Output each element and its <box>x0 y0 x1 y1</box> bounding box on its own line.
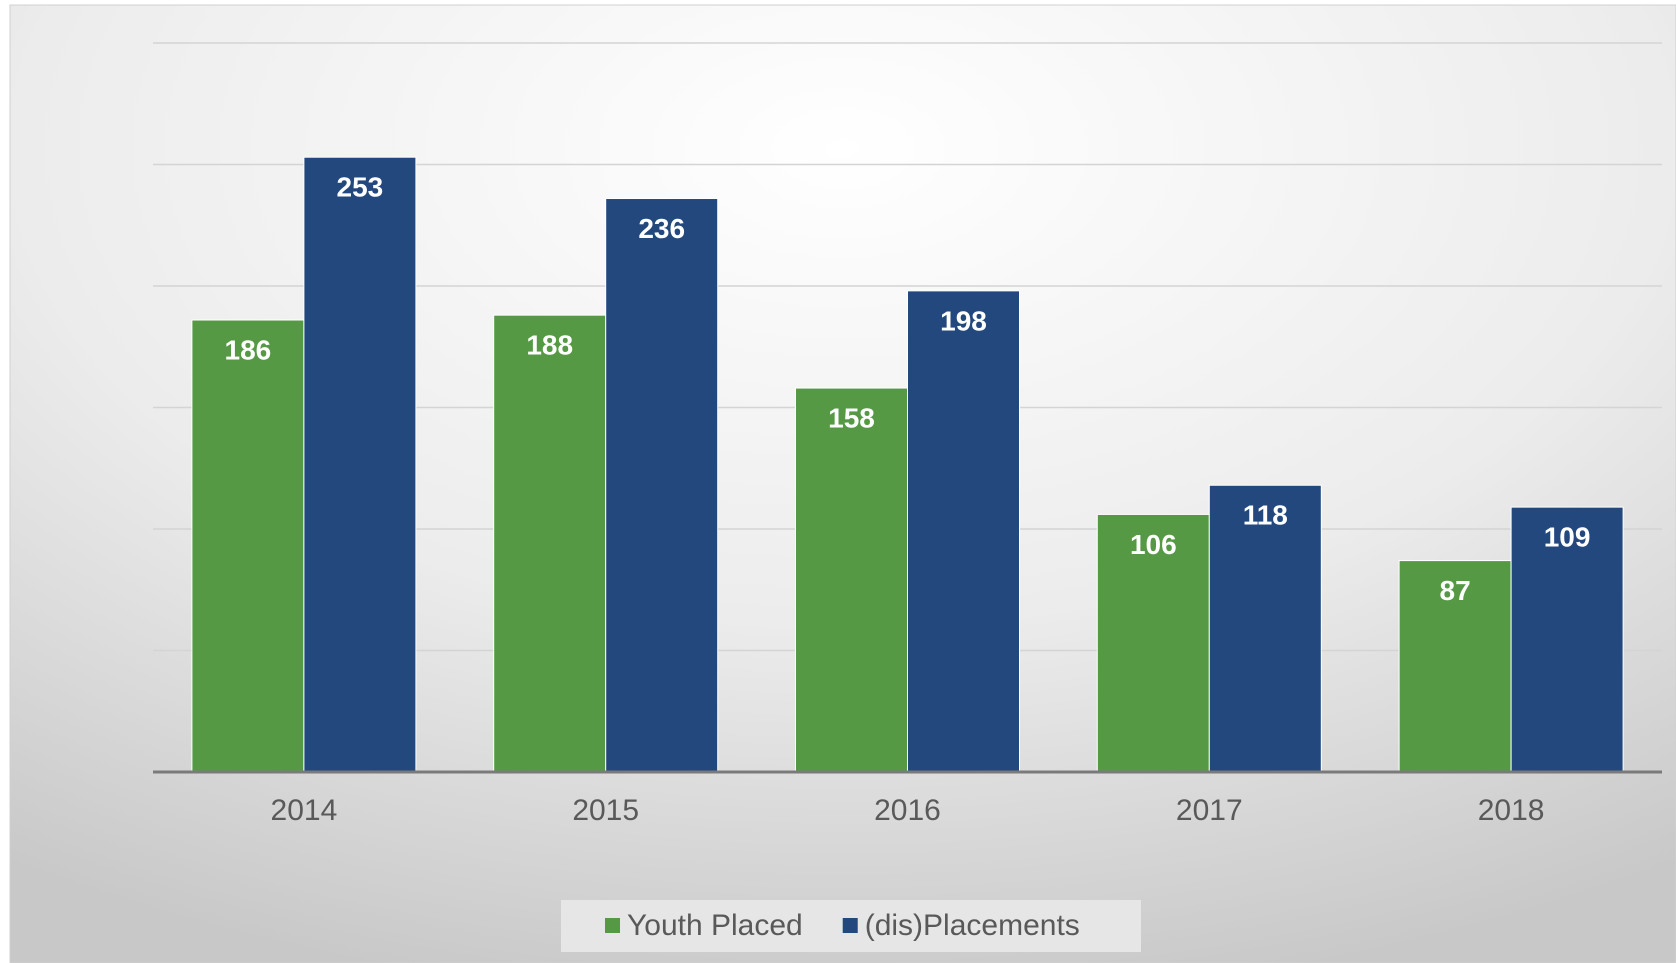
legend-label: (dis)Placements <box>865 909 1080 942</box>
bar <box>907 290 1020 773</box>
data-label: 118 <box>1243 500 1288 531</box>
data-label: 158 <box>828 402 875 433</box>
bar <box>605 198 719 773</box>
bar <box>1208 484 1322 773</box>
bar <box>493 314 607 773</box>
bar <box>303 156 417 773</box>
x-tick-label: 2015 <box>572 794 639 827</box>
legend-swatch <box>605 918 620 933</box>
x-tick-label: 2014 <box>271 794 338 827</box>
x-tick-label: 2018 <box>1478 794 1545 827</box>
data-label: 106 <box>1130 529 1177 560</box>
legend-label: Youth Placed <box>627 909 803 942</box>
bar <box>191 319 305 773</box>
x-tick-label: 2016 <box>874 794 941 827</box>
bar <box>1096 513 1210 773</box>
data-label: 188 <box>526 330 573 361</box>
bar <box>1398 560 1512 773</box>
data-label: 198 <box>940 305 987 336</box>
data-label: 236 <box>638 213 685 244</box>
bar <box>795 387 908 773</box>
data-label: 87 <box>1440 575 1471 606</box>
data-label: 109 <box>1544 522 1591 553</box>
data-label: 253 <box>337 172 384 203</box>
x-tick-label: 2017 <box>1176 794 1243 827</box>
bar <box>1510 506 1624 773</box>
data-label: 186 <box>225 334 272 365</box>
legend-swatch <box>842 918 858 933</box>
